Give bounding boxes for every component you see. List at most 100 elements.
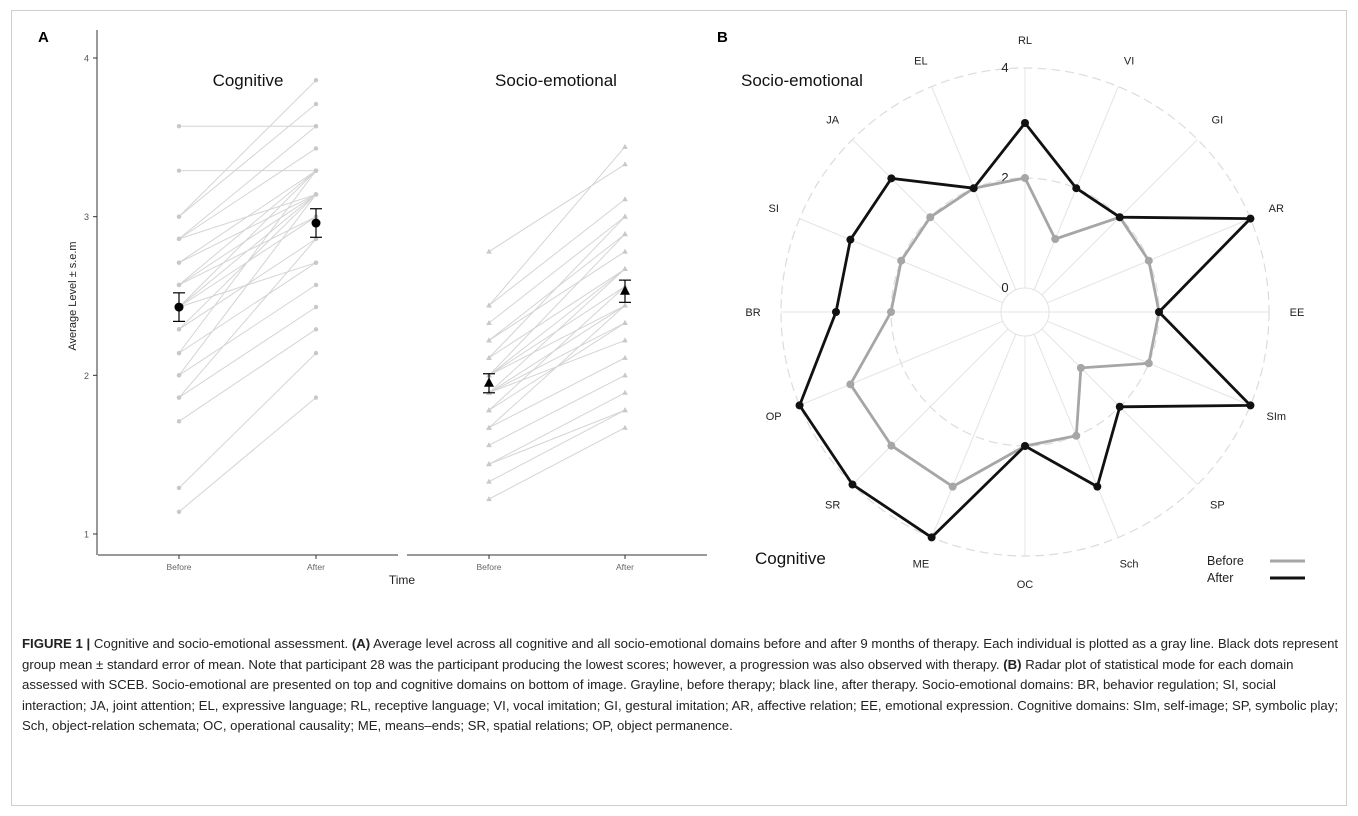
individual-point <box>176 373 182 378</box>
individual-point <box>622 389 628 395</box>
radar-axis-label: SP <box>1210 499 1225 511</box>
individual-line <box>178 79 317 218</box>
individual-line <box>488 409 626 465</box>
radar-spoke <box>852 328 1009 485</box>
individual-point <box>313 327 319 332</box>
individual-line <box>488 427 626 500</box>
individual-line <box>488 216 626 324</box>
individual-line <box>178 170 317 286</box>
radar-point <box>832 308 840 316</box>
y-tick-label: 1 <box>84 530 89 540</box>
radar-point <box>927 533 936 542</box>
individual-line <box>488 268 626 359</box>
radar-point <box>846 380 855 389</box>
radar-axis-label: OP <box>766 411 782 423</box>
individual-point <box>486 442 492 448</box>
y-tick-label: 3 <box>84 212 89 222</box>
radar-point <box>1155 308 1163 316</box>
individual-point <box>622 337 628 343</box>
individual-point <box>313 192 319 197</box>
individual-line <box>488 163 626 252</box>
radar-point <box>887 174 896 183</box>
individual-point <box>486 496 492 502</box>
individual-point <box>622 266 628 272</box>
radar-axis-label: SIm <box>1267 411 1287 423</box>
y-tick-label: 2 <box>84 371 89 381</box>
individual-line <box>178 306 317 398</box>
individual-line <box>488 233 626 376</box>
individual-point <box>176 509 182 514</box>
x-tick-label: After <box>616 562 634 572</box>
radar-point <box>1072 431 1081 440</box>
individual-point <box>622 231 628 237</box>
mean-point <box>620 285 630 295</box>
radar-spoke <box>799 320 1004 406</box>
individual-point <box>313 124 319 129</box>
radar-axis-label: OC <box>1017 579 1034 591</box>
caption-label: FIGURE 1 | <box>22 636 91 651</box>
individual-line <box>178 125 317 240</box>
individual-line <box>178 194 317 308</box>
radar-axis-label: GI <box>1212 115 1224 127</box>
individual-point <box>313 395 319 400</box>
individual-point <box>622 319 628 325</box>
individual-point <box>486 337 492 343</box>
caption-text-b: Radar plot of statistical mode for each … <box>22 656 1338 734</box>
individual-point <box>486 407 492 413</box>
caption-tag-b: (B) <box>1003 656 1022 672</box>
caption-tag-a: (A) <box>351 636 371 651</box>
individual-point <box>622 424 628 430</box>
radar-point <box>1093 482 1102 491</box>
individual-line <box>178 103 317 218</box>
individual-line <box>178 148 317 240</box>
legend-label: Before <box>1207 554 1244 568</box>
individual-line <box>178 352 317 489</box>
radar-axis-label: ME <box>913 558 930 570</box>
individual-line <box>178 238 317 398</box>
individual-point <box>176 168 182 173</box>
individual-point <box>176 282 182 288</box>
radar-point <box>795 401 804 410</box>
individual-line <box>488 251 626 341</box>
individual-point <box>622 248 628 254</box>
individual-line <box>488 286 626 411</box>
radar-point <box>1115 213 1124 222</box>
individual-line <box>488 268 626 376</box>
radar-point <box>948 482 957 491</box>
mean-point <box>311 218 321 228</box>
individual-point <box>622 196 628 202</box>
radar-axis-label: BR <box>745 307 760 319</box>
individual-point <box>622 372 628 378</box>
individual-line <box>488 392 626 465</box>
individual-point <box>622 213 628 219</box>
individual-line <box>178 194 317 264</box>
individual-line <box>178 170 317 354</box>
mean-point <box>174 302 184 312</box>
radar-point <box>1021 119 1029 127</box>
individual-point <box>622 161 628 167</box>
individual-line <box>488 322 626 394</box>
individual-point <box>313 350 319 356</box>
radar-bottom-label: Cognitive <box>755 549 826 568</box>
y-axis-title: Average Level ± s.e.m <box>67 241 79 350</box>
radar-top-label: Socio-emotional <box>741 71 863 90</box>
radar-axis-label: JA <box>826 115 840 127</box>
individual-line <box>488 198 626 306</box>
individual-point <box>313 282 319 288</box>
individual-point <box>486 302 492 308</box>
individual-point <box>176 419 182 424</box>
individual-point <box>486 248 492 254</box>
radar-point <box>1246 401 1255 410</box>
individual-point <box>313 146 319 151</box>
individual-point <box>176 260 182 265</box>
individual-point <box>313 78 319 83</box>
individual-line <box>488 146 626 306</box>
radar-axis-label: AR <box>1269 203 1284 215</box>
individual-point <box>176 485 182 491</box>
radar-point <box>887 308 895 316</box>
individual-line <box>488 409 626 483</box>
radar-axis-label: Sch <box>1120 558 1139 570</box>
individual-point <box>622 302 628 308</box>
individual-line <box>178 170 317 308</box>
